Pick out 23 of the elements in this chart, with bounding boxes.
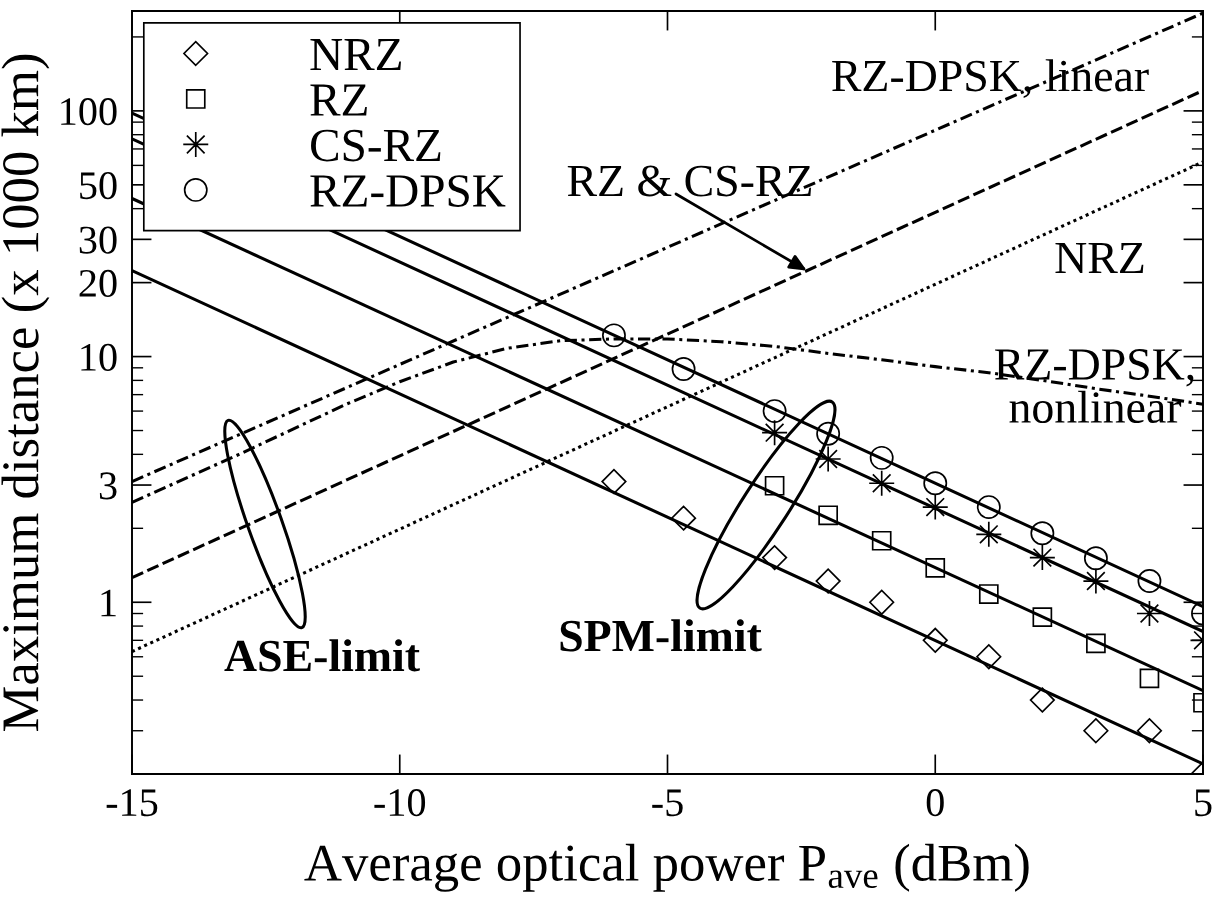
x-tick-label: 0 — [926, 789, 944, 817]
annotation: NRZ — [1055, 243, 1144, 274]
y-tick-label: 20 — [79, 269, 117, 297]
annotation: SPM-limit — [560, 619, 762, 652]
x-tick-label: -10 — [374, 789, 426, 817]
legend-label: RZ-DPSK — [310, 175, 506, 207]
y-axis-title: Maximum distance (x 1000 km) — [1, 54, 50, 732]
annotation: ASE-limit — [224, 639, 420, 672]
y-tick-label: 50 — [80, 172, 117, 200]
y-tick-label: 3 — [99, 472, 117, 500]
legend-label: NRZ — [310, 39, 401, 71]
legend-label: RZ — [310, 84, 367, 116]
x-tick-label: -15 — [106, 789, 158, 817]
x-tick-label: 5 — [1195, 789, 1212, 817]
y-tick-label: 100 — [61, 98, 117, 126]
x-tick-label: -5 — [652, 789, 683, 817]
y-tick-label: 10 — [81, 343, 117, 371]
y-tick-label: 30 — [79, 226, 117, 254]
legend-label: CS-RZ — [311, 129, 441, 162]
annotation: RZ-DPSK, nonlinear — [995, 349, 1194, 424]
y-tick-label: 1 — [101, 589, 116, 617]
x-axis-title: Average optical power P$_{ave}$ (dBm) — [304, 843, 1029, 892]
annotation: RZ & CS-RZ — [567, 165, 812, 197]
